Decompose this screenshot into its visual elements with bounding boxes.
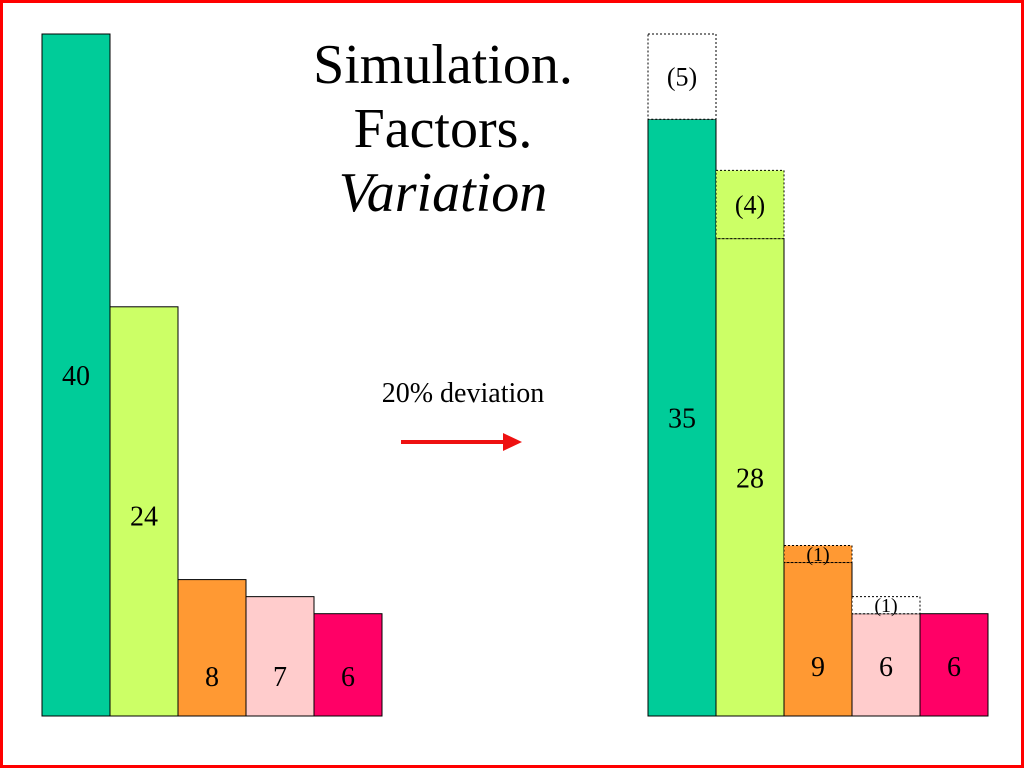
right-bar-label-4: 6 [879, 652, 893, 683]
chart-left: 40 24 8 7 6 [41, 33, 383, 717]
right-bar-5 [919, 613, 989, 717]
left-bar-3 [177, 579, 247, 717]
left-bar-4 [245, 596, 315, 717]
left-bar-label-2: 24 [130, 501, 158, 532]
right-bar-deviation-label-1: (5) [667, 63, 697, 92]
left-bar-1 [41, 33, 111, 717]
right-bar-2 [715, 238, 785, 717]
right-bar-deviation-4 [851, 596, 921, 615]
left-bar-label-4: 7 [273, 662, 287, 693]
title-line-1: Simulation. [313, 34, 573, 96]
right-bar-deviation-3 [783, 545, 853, 564]
chart-right: 35 (5) 28 (4) 9 (1) 6 (1) 6 [647, 33, 989, 717]
right-bar-deviation-label-3: (1) [806, 544, 829, 566]
right-bar-label-5: 6 [947, 652, 961, 683]
right-bar-3 [783, 562, 853, 717]
right-bar-label-2: 28 [736, 463, 764, 494]
deviation-arrow [401, 433, 522, 451]
slide-title: Simulation. Factors. Variation [243, 33, 643, 225]
right-bar-deviation-2 [715, 169, 785, 240]
left-bar-5 [313, 613, 383, 717]
left-bar-2 [109, 306, 179, 717]
right-bar-label-3: 9 [811, 652, 825, 683]
title-line-3: Variation [338, 162, 548, 224]
charts-canvas: 40 24 8 7 6 35 (5) 28 (4) 9 (1) 6 (1) 6 [41, 33, 989, 717]
deviation-label: 20% deviation [381, 378, 545, 409]
left-bar-label-3: 8 [205, 662, 219, 693]
right-bar-label-1: 35 [668, 404, 696, 435]
left-bar-label-5: 6 [341, 662, 355, 693]
right-bar-deviation-1 [647, 33, 717, 120]
left-bar-label-1: 40 [62, 361, 90, 392]
right-bar-deviation-label-2: (4) [735, 191, 765, 220]
right-bar-deviation-label-4: (1) [874, 595, 897, 617]
title-line-2: Factors. [353, 98, 533, 160]
